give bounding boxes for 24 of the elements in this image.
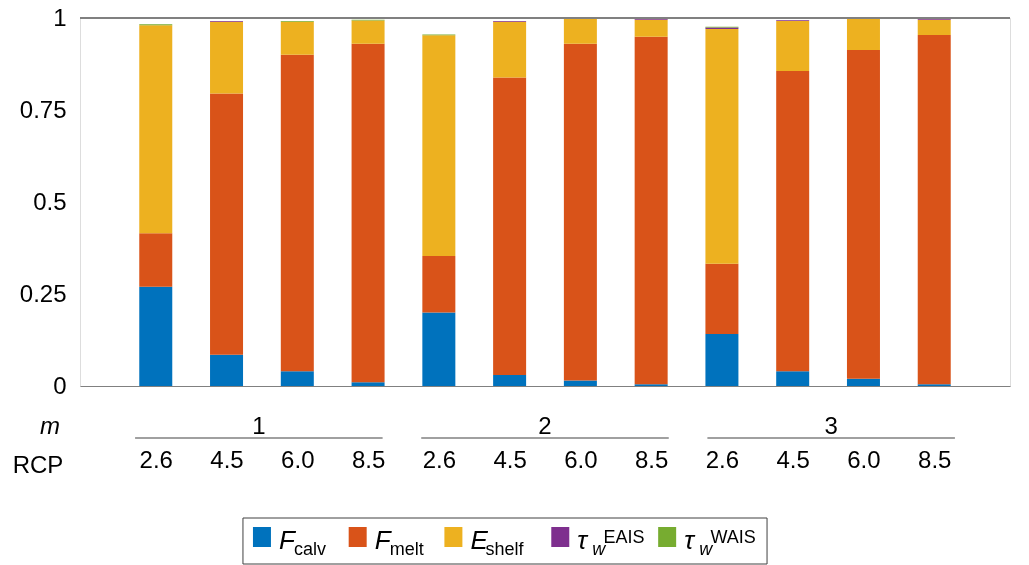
text: 1 bbox=[252, 412, 266, 439]
x-tick-label: 8.5 bbox=[351, 445, 386, 473]
x-tick-label: 4.5 bbox=[493, 445, 527, 473]
x-tick-label: 2.6 bbox=[139, 445, 173, 473]
x-tick-label: 8.5 bbox=[634, 445, 669, 473]
x-tick-label: 2.6 bbox=[705, 445, 740, 473]
text: m bbox=[40, 412, 60, 439]
y-tick-label: 0.5 bbox=[33, 187, 67, 215]
text: 3 bbox=[824, 412, 838, 439]
legend-label: τwEAIS bbox=[577, 525, 645, 559]
x-tick-label: 4.5 bbox=[776, 445, 810, 473]
y-tick-label: 1 bbox=[53, 3, 67, 31]
x-tick-label: 4.5 bbox=[210, 445, 244, 473]
x-tick-label: 8.5 bbox=[918, 445, 952, 473]
y-tick-label: 0.75 bbox=[19, 95, 67, 123]
x-tick-label: 2.6 bbox=[422, 445, 457, 473]
legend-label: τwWAIS bbox=[684, 525, 756, 559]
text: RCP bbox=[12, 451, 64, 478]
x-tick-label: 6.0 bbox=[564, 445, 598, 473]
y-tick-label: 0 bbox=[53, 371, 67, 399]
y-tick-label: 0.25 bbox=[19, 279, 67, 307]
x-tick-label: 6.0 bbox=[281, 445, 315, 473]
text: 2 bbox=[538, 412, 552, 439]
x-tick-label: 6.0 bbox=[847, 445, 881, 473]
